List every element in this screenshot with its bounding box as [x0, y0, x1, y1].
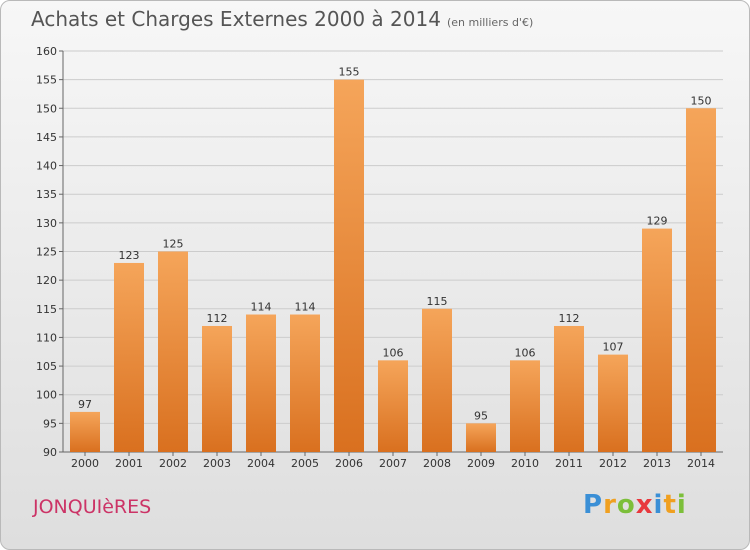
chart-subtitle: (en milliers d'€): [446, 16, 534, 29]
bar: [510, 360, 540, 452]
y-tick-label: 150: [36, 102, 57, 115]
x-tick-label: 2012: [599, 457, 627, 470]
bar-value-label: 106: [383, 346, 404, 359]
x-tick-label: 2002: [159, 457, 187, 470]
y-tick-label: 90: [43, 446, 57, 459]
bar: [70, 411, 100, 452]
bar-value-label: 125: [163, 238, 184, 251]
x-tick-label: 2013: [643, 457, 671, 470]
logo-letter: r: [603, 490, 617, 520]
logo-letter: P: [583, 490, 604, 520]
y-tick-label: 140: [36, 160, 57, 173]
bar-value-label: 115: [427, 295, 448, 308]
x-tick-label: 2000: [71, 457, 99, 470]
bar-value-label: 114: [251, 301, 272, 314]
bar: [290, 314, 320, 452]
logo-letter: x: [635, 490, 654, 520]
bar-value-label: 95: [474, 409, 488, 422]
y-tick-label: 130: [36, 217, 57, 230]
logo-letter: t: [663, 490, 677, 520]
y-tick-label: 105: [36, 360, 57, 373]
bar-value-label: 107: [603, 341, 624, 354]
bar: [466, 423, 496, 452]
y-tick-label: 120: [36, 274, 57, 287]
bar-value-label: 97: [78, 398, 92, 411]
y-tick-label: 115: [36, 303, 57, 316]
x-tick-label: 2006: [335, 457, 363, 470]
x-tick-label: 2005: [291, 457, 319, 470]
bar: [598, 354, 628, 452]
x-tick-label: 2014: [687, 457, 715, 470]
chart-title: Achats et Charges Externes 2000 à 2014 (e…: [31, 7, 533, 31]
bar-value-label: 123: [119, 249, 140, 262]
bar-value-label: 150: [691, 94, 712, 107]
bar: [378, 360, 408, 452]
x-tick-label: 2004: [247, 457, 275, 470]
logo-letter: o: [616, 490, 636, 520]
y-tick-label: 125: [36, 246, 57, 259]
bar: [202, 325, 232, 452]
bar: [158, 251, 188, 452]
y-tick-label: 95: [43, 417, 57, 430]
bar-value-label: 129: [647, 215, 668, 228]
bar: [554, 325, 584, 452]
y-tick-label: 135: [36, 188, 57, 201]
bar: [334, 79, 364, 453]
bar-value-label: 155: [339, 66, 360, 79]
bar-value-label: 106: [515, 346, 536, 359]
x-tick-label: 2009: [467, 457, 495, 470]
bar-value-label: 112: [207, 312, 228, 325]
bar-value-label: 114: [295, 301, 316, 314]
x-tick-label: 2007: [379, 457, 407, 470]
y-tick-label: 145: [36, 131, 57, 144]
bar: [114, 262, 144, 452]
x-tick-label: 2011: [555, 457, 583, 470]
bar-value-label: 112: [559, 312, 580, 325]
bar: [686, 108, 716, 453]
y-tick-label: 100: [36, 389, 57, 402]
proxiti-logo: Proxiti: [583, 490, 687, 520]
bar: [422, 308, 452, 452]
x-tick-label: 2008: [423, 457, 451, 470]
y-tick-label: 110: [36, 331, 57, 344]
title-text: Achats et Charges Externes 2000 à 2014: [31, 7, 441, 31]
logo-letter: i: [676, 490, 687, 520]
bar: [642, 228, 672, 452]
x-tick-label: 2001: [115, 457, 143, 470]
y-tick-label: 160: [36, 45, 57, 58]
y-tick-label: 155: [36, 74, 57, 87]
bar: [246, 314, 276, 452]
x-tick-label: 2010: [511, 457, 539, 470]
place-name: JONQUIèRES: [33, 496, 152, 518]
x-tick-label: 2003: [203, 457, 231, 470]
logo-letter: i: [653, 490, 664, 520]
